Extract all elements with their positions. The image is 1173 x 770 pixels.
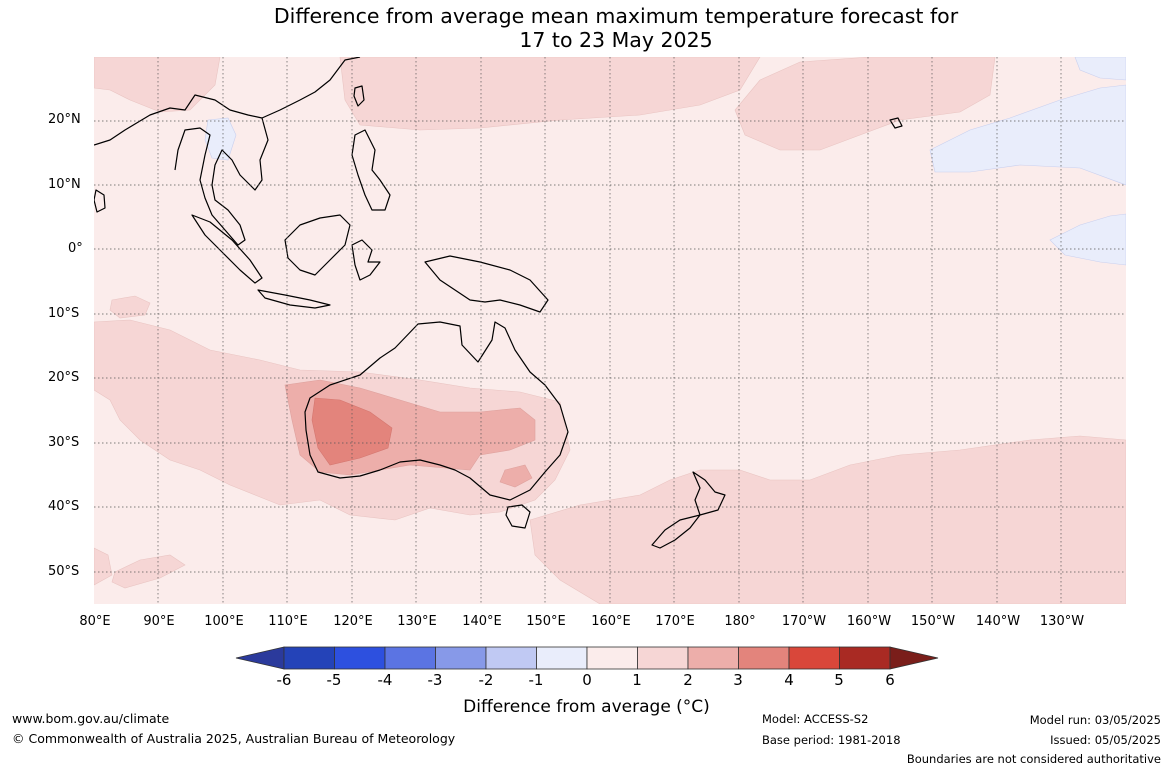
lat-label: 30°S — [48, 435, 80, 450]
coastlines — [94, 57, 903, 549]
colorbar-extend-low — [235, 646, 285, 670]
colorbar-segment — [586, 646, 638, 670]
sumatra-coastline — [191, 214, 263, 284]
sri-lanka-coastline — [94, 189, 106, 213]
southern-ocean-blob-1 — [94, 547, 113, 586]
colorbar-segment — [334, 646, 386, 670]
colorbar-segment — [738, 646, 790, 670]
model-run-text: Model run: 03/05/2025 — [1029, 713, 1161, 727]
lat-label: 50°S — [48, 564, 80, 579]
lon-label: 150°E — [526, 614, 566, 629]
lon-label: 140°E — [462, 614, 502, 629]
model-text: Model: ACCESS-S2 — [762, 712, 869, 726]
anomaly-3-4-region — [311, 397, 393, 466]
lon-label: 160°W — [846, 614, 892, 629]
colorbar-tick: -4 — [377, 671, 393, 689]
colorbar-tick: 6 — [885, 671, 895, 689]
western-pacific-warm-region — [339, 57, 761, 131]
colorbar-tick: 3 — [733, 671, 743, 689]
philippines-coastline — [351, 129, 391, 211]
lat-label: 0° — [68, 241, 83, 256]
lon-label: 120°E — [333, 614, 373, 629]
colorbar-extend-high — [889, 646, 939, 670]
colorbar-tick: 5 — [834, 671, 844, 689]
colorbar-segment — [283, 646, 335, 670]
lat-label: 10°S — [48, 306, 80, 321]
indian-ocean-blob — [109, 295, 151, 319]
colorbar-segment — [435, 646, 487, 670]
title-line-2: 17 to 23 May 2025 — [519, 28, 713, 52]
graticule — [94, 57, 1126, 604]
lon-label: 150°W — [910, 614, 956, 629]
lon-label: 140°W — [975, 614, 1021, 629]
southeast-australia-warm-patch — [499, 464, 533, 488]
base-period-text: Base period: 1981-2018 — [762, 733, 901, 747]
new-guinea-coastline — [424, 255, 549, 313]
indochina-cool-patch — [204, 117, 237, 161]
colorbar-segment — [788, 646, 840, 670]
lon-label: 170°W — [781, 614, 827, 629]
lat-label: 40°S — [48, 499, 80, 514]
lon-label: 130°W — [1039, 614, 1085, 629]
lat-label: 10°N — [48, 177, 81, 192]
lon-label: 90°E — [143, 614, 175, 629]
colorbar-label: Difference from average (°C) — [463, 697, 710, 717]
australia-coastline — [304, 321, 569, 501]
lon-label: 110°E — [268, 614, 308, 629]
tasmania-coastline — [505, 504, 531, 529]
equatorial-pacific-cool-patch — [1049, 213, 1126, 266]
lon-label: 160°E — [591, 614, 631, 629]
colorbar-tick: -5 — [326, 671, 342, 689]
north-pacific-warm-region — [734, 57, 996, 151]
borneo-coastline — [284, 214, 351, 276]
colorbar-tick: -1 — [528, 671, 544, 689]
lon-label: 170°E — [655, 614, 695, 629]
sulawesi-coastline — [351, 239, 381, 281]
northeast-pacific-cool-patch — [1074, 57, 1126, 81]
hawaii-coastline — [889, 117, 903, 129]
asia-mainland-coastline — [94, 57, 361, 246]
lon-label: 130°E — [397, 614, 437, 629]
taiwan-coastline — [353, 85, 365, 107]
western-australia-warm-core — [284, 379, 536, 488]
java-coastline — [257, 289, 331, 309]
colorbar-tick: -2 — [478, 671, 494, 689]
lat-label: 20°N — [48, 112, 81, 127]
lon-label: 180° — [724, 614, 756, 629]
title-line-1: Difference from average mean maximum tem… — [273, 4, 959, 28]
central-pacific-cool-patch — [929, 84, 1126, 186]
south-pacific-warm-region — [529, 435, 1126, 604]
disclaimer-text: Boundaries are not considered authoritat… — [906, 752, 1161, 766]
colorbar-tick: 0 — [582, 671, 592, 689]
new-zealand-coastline — [651, 471, 726, 549]
chart-title: Difference from average mean maximum tem… — [0, 4, 1173, 52]
colorbar-segment — [536, 646, 588, 670]
colorbar-segment — [637, 646, 689, 670]
lon-label: 80°E — [79, 614, 111, 629]
colorbar-segment — [687, 646, 739, 670]
cool-anomaly-regions — [204, 57, 1126, 266]
colorbar-tick: -6 — [276, 671, 292, 689]
colorbar-tick: 2 — [683, 671, 693, 689]
colorbar-segment — [839, 646, 891, 670]
colorbar-segment — [485, 646, 537, 670]
colorbar-tick: -3 — [427, 671, 443, 689]
website-link[interactable]: www.bom.gov.au/climate — [12, 711, 170, 726]
copyright-text: © Commonwealth of Australia 2025, Austra… — [12, 731, 456, 746]
issued-text: Issued: 05/05/2025 — [1050, 733, 1161, 747]
lon-label: 100°E — [204, 614, 244, 629]
colorbar-tick: 4 — [784, 671, 794, 689]
lat-label: 20°S — [48, 370, 80, 385]
colorbar-segment — [384, 646, 436, 670]
colorbar-tick: 1 — [632, 671, 642, 689]
southern-ocean-blob-2 — [111, 554, 186, 589]
